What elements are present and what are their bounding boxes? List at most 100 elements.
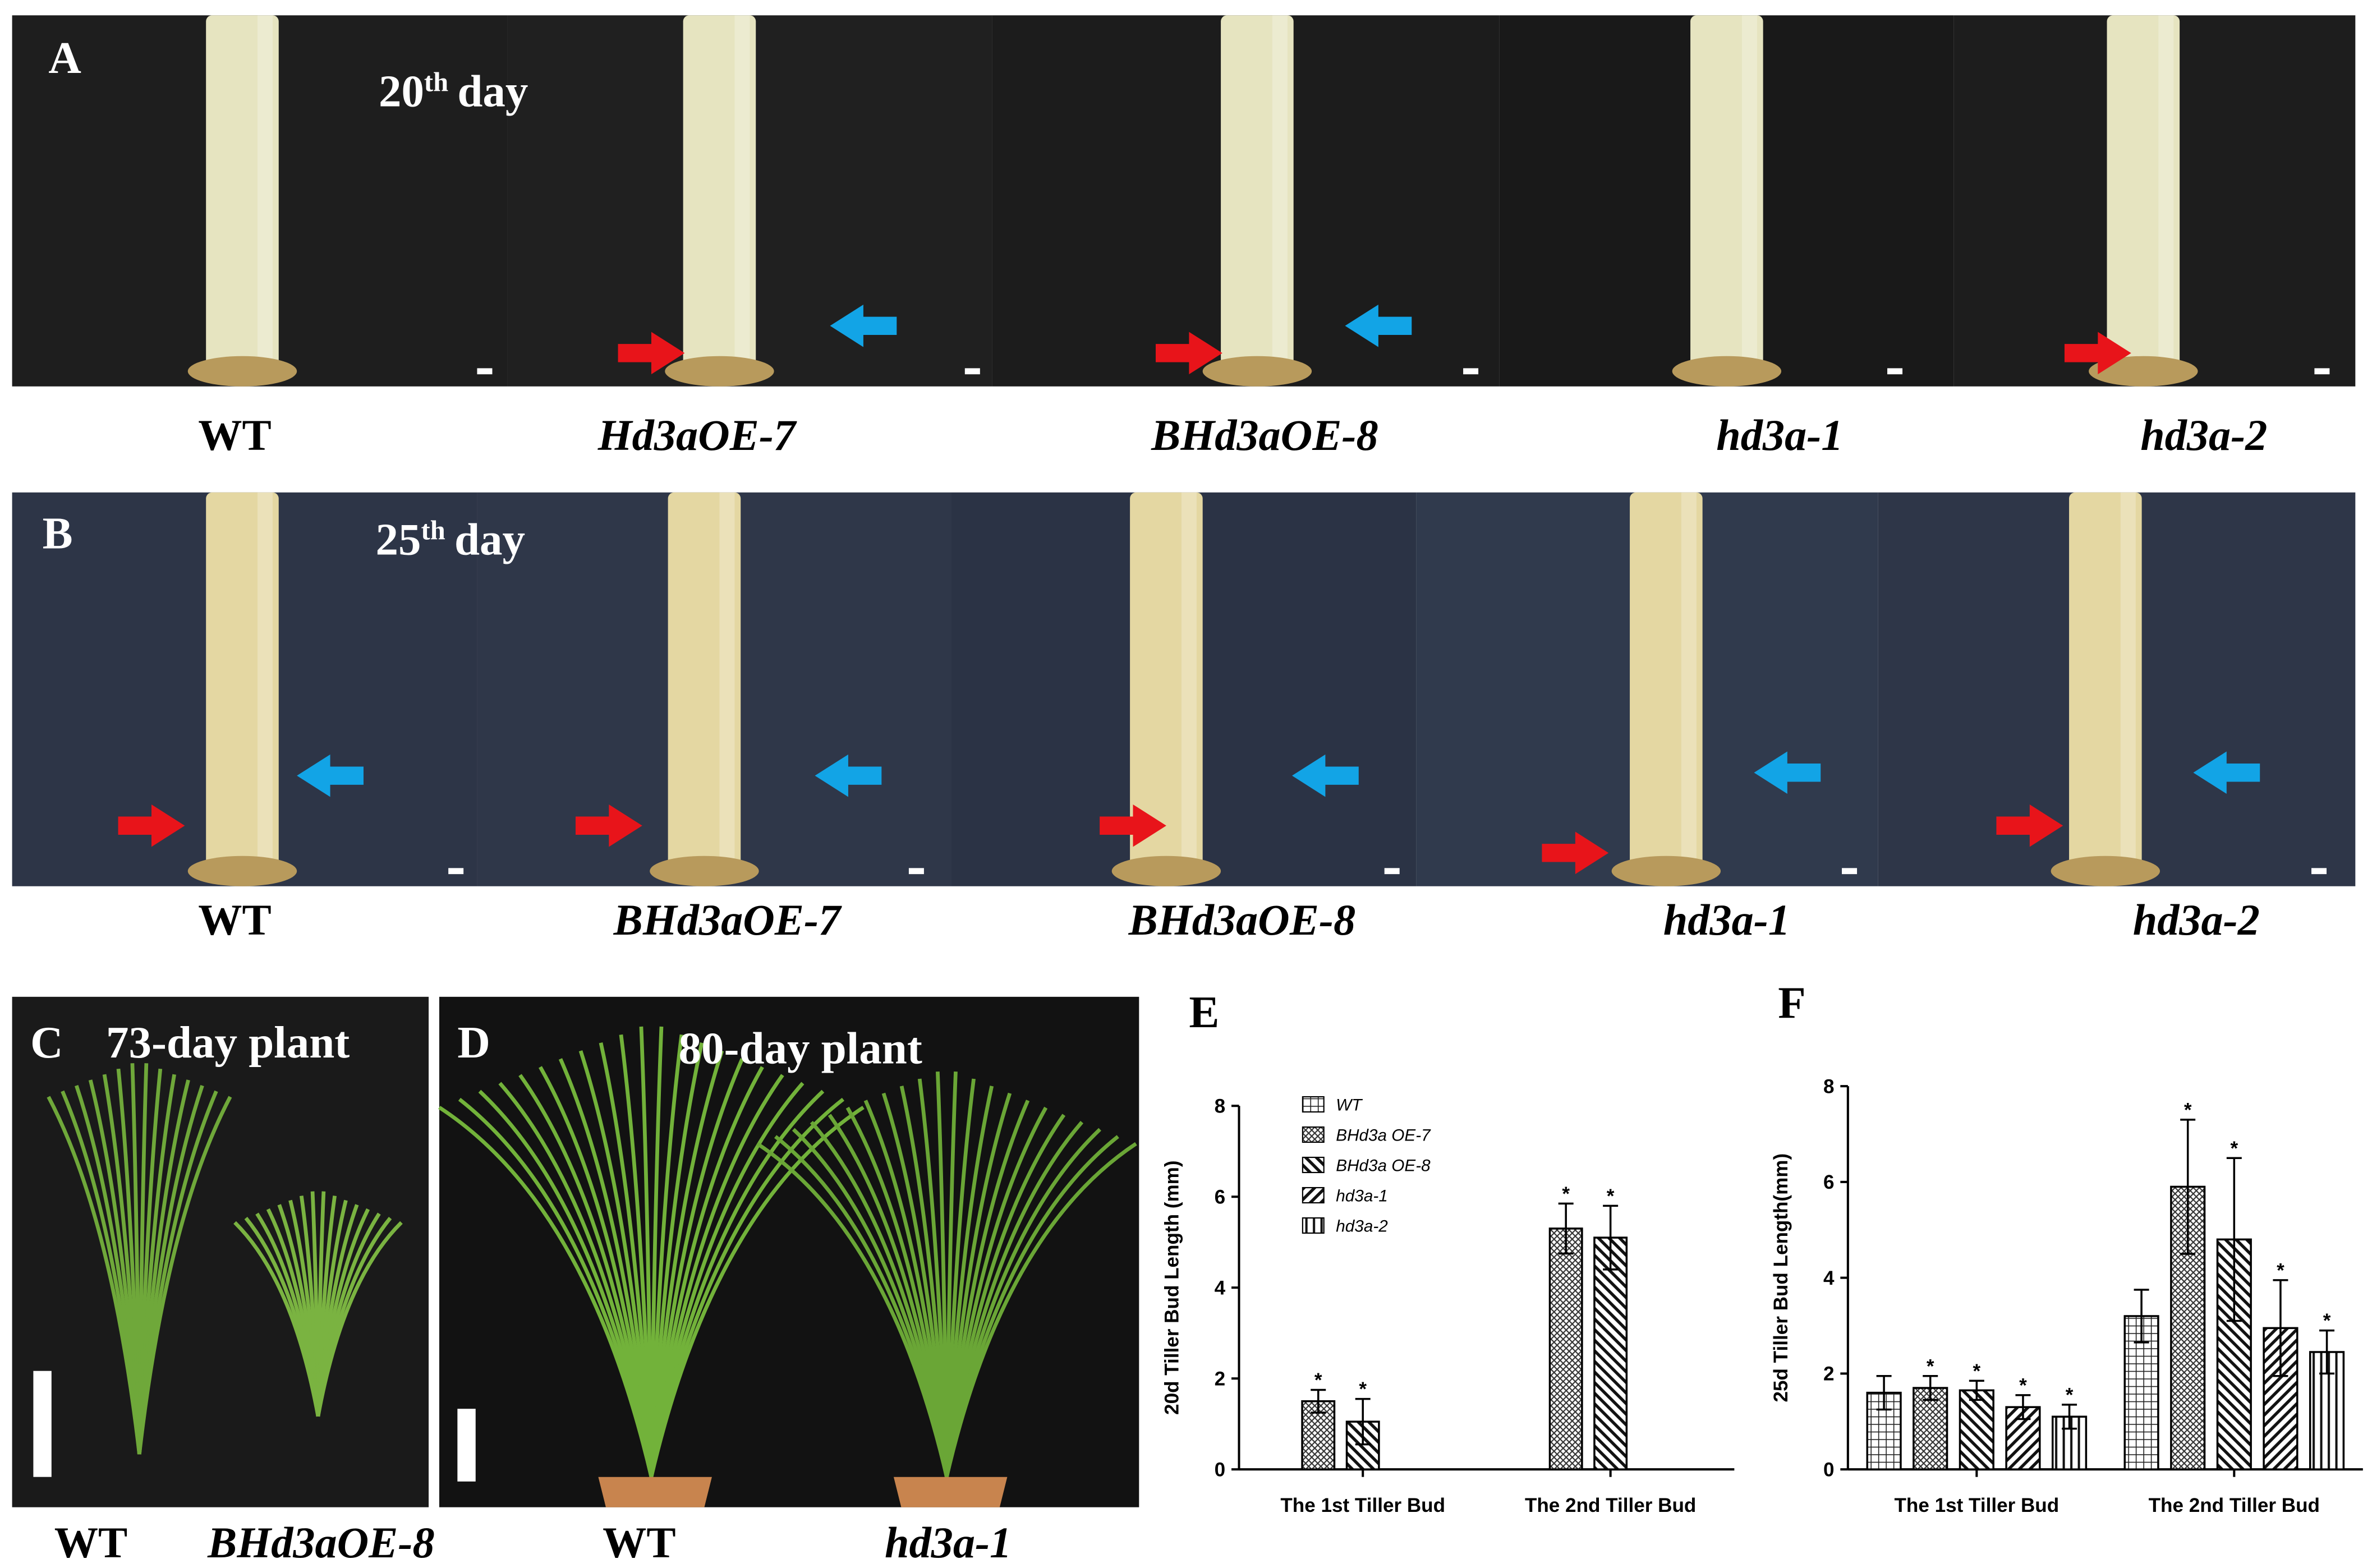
genotype-label: hd3a-1: [1663, 895, 1790, 944]
leaf: [458, 1097, 654, 1478]
legend-label: hd3a-2: [1336, 1217, 1388, 1235]
error-bar: [1923, 1374, 1938, 1401]
error-bar: [2319, 1329, 2335, 1375]
bar: [1959, 1389, 1994, 1470]
arrow: [815, 754, 882, 797]
leaf: [539, 1066, 654, 1478]
scale-bar: [908, 868, 924, 875]
arrow: [118, 804, 185, 847]
significance: *: [1562, 1183, 1570, 1205]
panel-label: C: [30, 1017, 63, 1068]
arrow: [1754, 751, 1821, 794]
leaf: [619, 1034, 654, 1477]
y-tick-label: 4: [1215, 1277, 1226, 1299]
scale-bar: [2314, 368, 2330, 375]
leaf: [599, 1042, 654, 1477]
stem-shade: [2158, 15, 2174, 369]
genotype-label: BHd3aOE-8: [1128, 895, 1355, 944]
scale-bar: [964, 368, 980, 375]
y-tick-label: 8: [1215, 1095, 1226, 1117]
error-bar: [1603, 1204, 1619, 1271]
scale-bar: [1887, 368, 1903, 375]
arrow: [1100, 804, 1166, 847]
legend-swatch: [1302, 1217, 1325, 1234]
day-label: 25th day: [376, 514, 525, 564]
stem-shade: [257, 492, 273, 868]
day-word: day: [454, 514, 525, 564]
genotype-label: WT: [54, 1518, 128, 1567]
y-tick-label: 0: [1823, 1459, 1835, 1480]
leaf: [649, 1106, 865, 1478]
stem-shade: [1272, 15, 1288, 369]
scale-bar: [477, 368, 493, 375]
panel-label: E: [1189, 987, 1219, 1037]
y-tick-label: 8: [1823, 1075, 1835, 1097]
stem-base: [187, 356, 297, 387]
y-axis-label: 20d Tiller Bud Length (mm): [1161, 1160, 1183, 1414]
leaf: [578, 1050, 654, 1477]
pot: [893, 1477, 1008, 1507]
y-axis-label: 25d Tiller Bud Length(mm): [1770, 1153, 1792, 1403]
stem: [206, 492, 279, 868]
stem-base: [1611, 856, 1721, 886]
leaf: [649, 1026, 664, 1477]
stem-base: [1111, 856, 1221, 886]
leaf: [518, 1074, 654, 1478]
legend-label: BHd3a OE-7: [1336, 1126, 1431, 1144]
texts: A 20th day B 25th day C 73-day plant D 80-…: [30, 33, 2267, 1567]
stem: [1690, 15, 1763, 369]
x-tick-label: The 1st Tiller Bud: [1280, 1495, 1445, 1516]
stem: [2107, 15, 2180, 369]
panel-label: B: [43, 508, 73, 559]
error-bar: [1969, 1380, 1984, 1401]
genotype-label: BHd3aOE-8: [1151, 411, 1378, 459]
genotype-label: hd3a-2: [2133, 895, 2260, 944]
stem: [1130, 492, 1203, 868]
legend-swatch: [1302, 1156, 1325, 1174]
error-bar: [2273, 1279, 2288, 1377]
stem-base: [1672, 356, 1782, 387]
error-bar: [2062, 1404, 2077, 1430]
significance: *: [2066, 1385, 2074, 1406]
y-tick-label: 2: [1823, 1363, 1835, 1385]
stem-shade: [1181, 492, 1197, 868]
genotype-label: BHd3aOE-7: [613, 895, 842, 944]
stem: [1630, 492, 1703, 868]
arrow: [830, 304, 897, 347]
leaf: [649, 1034, 684, 1477]
y-tick-label: 4: [1823, 1267, 1835, 1289]
day-suffix: th: [424, 67, 448, 97]
arrow: [618, 332, 685, 375]
stem-shade: [719, 492, 735, 868]
y-tick-label: 6: [1823, 1171, 1835, 1193]
genotype-label: WT: [603, 1518, 676, 1567]
arrow: [297, 754, 364, 797]
legend-swatch: [1302, 1126, 1325, 1143]
panel-label: A: [48, 33, 81, 83]
genotype-label: hd3a-1: [1716, 411, 1843, 459]
stem-base: [2089, 356, 2198, 387]
error-bar: [2134, 1289, 2149, 1344]
genotype-label: WT: [198, 411, 272, 459]
stem: [668, 492, 741, 868]
leaf: [558, 1058, 654, 1478]
stem-base: [1202, 356, 1312, 387]
genotype-label: Hd3aOE-7: [597, 411, 797, 459]
x-tick-label: The 2nd Tiller Bud: [2149, 1495, 2320, 1516]
y-tick-label: 2: [1215, 1368, 1226, 1390]
scale-bar: [1842, 868, 1858, 875]
scale-bar: [1384, 868, 1400, 875]
genotype-label: hd3a-1: [885, 1518, 1012, 1567]
pot: [598, 1477, 712, 1507]
leaf: [649, 1050, 724, 1477]
genotype-label: WT: [198, 895, 272, 944]
leaf: [649, 1042, 704, 1477]
stem-base: [2051, 856, 2160, 886]
day-word: day: [457, 66, 528, 116]
photos: [12, 15, 2356, 1507]
scale-bar: [457, 1409, 476, 1482]
genotype-label: hd3a-2: [2140, 411, 2267, 459]
panel-title: 73-day plant: [106, 1017, 350, 1068]
